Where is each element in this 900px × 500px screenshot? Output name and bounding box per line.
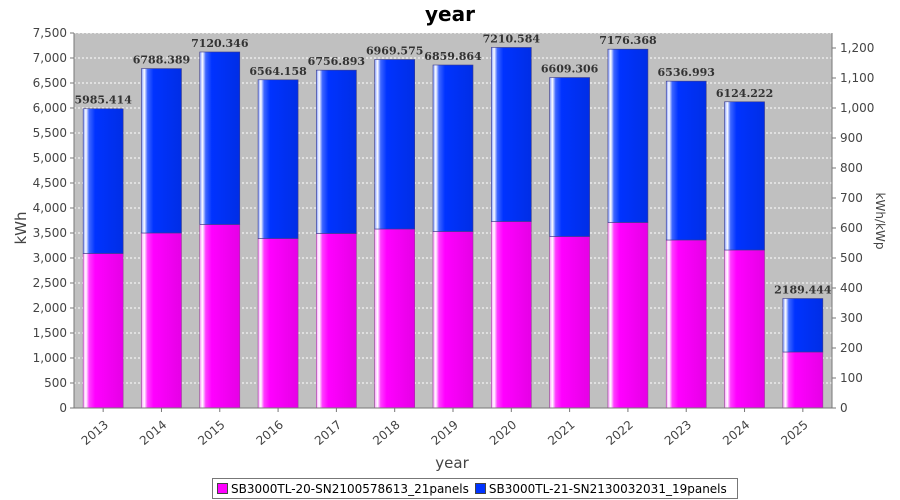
legend-swatch-series-2 [474,483,486,494]
y-tick-label: 0 [59,401,67,415]
legend: SB3000TL-20-SN2100578613_21panels SB3000… [212,478,738,499]
legend-label-series-2: SB3000TL-21-SN2130032031_19panels [488,481,727,496]
bar-total-label: 6609.306 [541,63,599,76]
bar-series-1 [549,236,590,409]
bar-series-2 [724,101,765,251]
bar-series-2 [199,51,241,225]
y-tick-label: 4,500 [33,176,67,190]
y-tick-label: 5,500 [33,126,67,140]
bar-series-2 [782,298,824,353]
x-axis-label: year [435,454,469,472]
bar-series-2 [549,77,590,237]
bar-total-label: 6788.389 [133,54,190,67]
y-right-tick-label: 200 [840,341,863,355]
x-tick-label: 2018 [370,418,402,448]
y-axis-label: kWh [12,211,30,244]
y-right-tick-label: 400 [840,281,863,295]
bar-total-label: 6969.575 [366,45,423,58]
y-right-tick-label: 800 [840,161,863,175]
y-tick-label: 5,000 [33,151,67,165]
bar-total-label: 6756.893 [308,55,365,68]
bar-total-label: 5985.414 [74,94,132,107]
x-tick-label: 2016 [254,418,286,448]
x-tick-label: 2020 [487,418,519,448]
bar-series-1 [199,224,241,409]
x-tick-label: 2025 [778,418,810,448]
y-tick-label: 7,500 [33,26,67,40]
bar-total-label: 2189.444 [774,284,832,297]
bar-total-label: 6536.993 [658,66,715,79]
y-axis-label-right: kWh/kWp [873,193,887,250]
bar-series-1 [607,222,649,409]
bar-series-1 [432,231,474,409]
y-tick-label: 2,000 [33,301,67,315]
bar-series-2 [82,108,124,254]
x-tick-label: 2024 [720,418,752,448]
bar-series-1 [724,249,765,409]
bar-series-2 [374,59,415,230]
legend-item-series-2: SB3000TL-21-SN2130032031_19panels [474,481,727,496]
bar-series-2 [432,64,474,232]
x-tick-label: 2022 [603,418,635,448]
bar-series-1 [491,221,532,409]
legend-swatch-series-1 [217,483,228,494]
y-tick-label: 3,000 [33,251,67,265]
x-tick-label: 2017 [312,418,344,448]
bar-total-label: 6859.864 [424,50,482,63]
bar-series-2 [607,48,649,223]
y-tick-label: 4,000 [33,201,67,215]
bar-total-label: 7176.368 [599,34,657,47]
bar-series-1 [316,233,357,409]
x-tick-label: 2021 [545,418,577,448]
legend-item-series-1: SB3000TL-20-SN2100578613_21panels [217,482,469,496]
y-tick-label: 6,500 [33,76,67,90]
y-right-tick-label: 1,100 [840,71,874,85]
bar-total-label: 6564.158 [249,65,307,78]
y-tick-label: 6,000 [33,101,67,115]
chart-title: year [425,2,475,26]
x-tick-label: 2019 [429,418,461,448]
bar-series-1 [82,253,124,409]
x-tick-label: 2013 [79,418,111,448]
y-right-tick-label: 1,200 [840,41,874,55]
x-tick-label: 2014 [137,418,169,448]
x-tick-label: 2023 [662,418,694,448]
y-tick-label: 7,000 [33,51,67,65]
y-tick-label: 1,500 [33,326,67,340]
y-tick-label: 2,500 [33,276,67,290]
bar-total-label: 6124.222 [716,87,773,100]
bar-series-2 [316,69,357,234]
y-tick-label: 500 [44,376,67,390]
y-right-tick-label: 1,000 [840,101,874,115]
x-tick-label: 2015 [195,418,227,448]
y-tick-label: 1,000 [33,351,67,365]
y-right-tick-label: 700 [840,191,863,205]
y-right-tick-label: 100 [840,371,863,385]
bar-total-label: 7210.584 [483,32,541,45]
bar-series-2 [665,80,707,241]
y-right-tick-label: 300 [840,311,863,325]
bar-series-2 [141,68,182,234]
bar-series-1 [257,238,299,409]
bar-series-2 [491,47,532,222]
bar-series-1 [665,239,707,409]
bar-series-1 [141,232,182,409]
bar-series-2 [257,79,299,239]
y-right-tick-label: 600 [840,221,863,235]
bar-total-label: 7120.346 [191,37,249,50]
y-right-tick-label: 500 [840,251,863,265]
y-right-tick-label: 0 [840,401,848,415]
y-tick-label: 3,500 [33,226,67,240]
bar-series-1 [374,228,415,409]
bar-series-1 [782,351,824,409]
legend-label-series-1: SB3000TL-20-SN2100578613_21panels [231,481,469,496]
y-right-tick-label: 900 [840,131,863,145]
